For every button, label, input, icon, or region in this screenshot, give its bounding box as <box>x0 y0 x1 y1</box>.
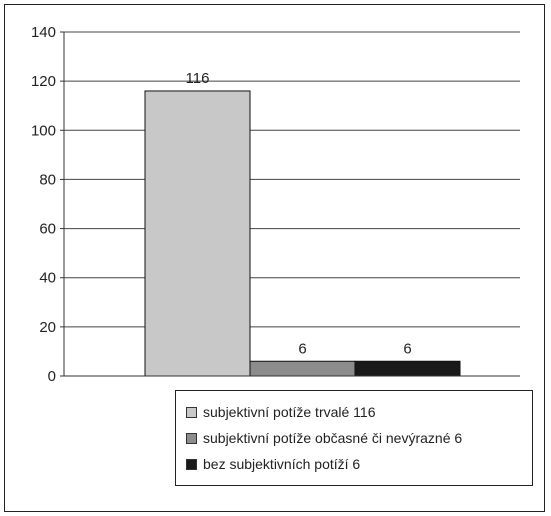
y-tick-label: 120 <box>31 73 56 90</box>
y-axis-ticks: 0 20 40 60 80 100 120 140 <box>31 24 64 385</box>
y-tick-label: 100 <box>31 122 56 139</box>
bar <box>144 90 251 377</box>
legend-item: bez subjektivních potíží 6 <box>186 451 532 477</box>
bar <box>249 360 356 377</box>
y-tick-label: 140 <box>31 24 56 41</box>
legend-item: subjektivní potíže občasné či nevýrazné … <box>186 425 532 451</box>
legend-swatch <box>186 432 197 444</box>
legend-swatch <box>186 458 197 470</box>
legend: subjektivní potíže trvalé 116 subjektivn… <box>175 390 533 486</box>
bars <box>144 90 461 377</box>
data-label: 6 <box>298 340 306 357</box>
legend-item: subjektivní potíže trvalé 116 <box>186 399 532 425</box>
y-tick-label: 60 <box>39 221 56 238</box>
data-label: 116 <box>186 70 210 87</box>
data-labels: 116 6 6 <box>186 70 412 357</box>
legend-label: subjektivní potíže občasné či nevýrazné … <box>203 430 463 446</box>
y-tick-label: 80 <box>39 171 56 188</box>
grid-lines <box>64 31 520 328</box>
y-tick-label: 20 <box>39 319 56 336</box>
bar <box>354 360 461 377</box>
legend-swatch <box>186 406 197 418</box>
legend-label: bez subjektivních potíží 6 <box>203 456 361 472</box>
data-label: 6 <box>403 340 411 357</box>
y-tick-label: 0 <box>48 368 56 385</box>
legend-label: subjektivní potíže trvalé 116 <box>203 404 376 420</box>
y-tick-label: 40 <box>39 270 56 287</box>
